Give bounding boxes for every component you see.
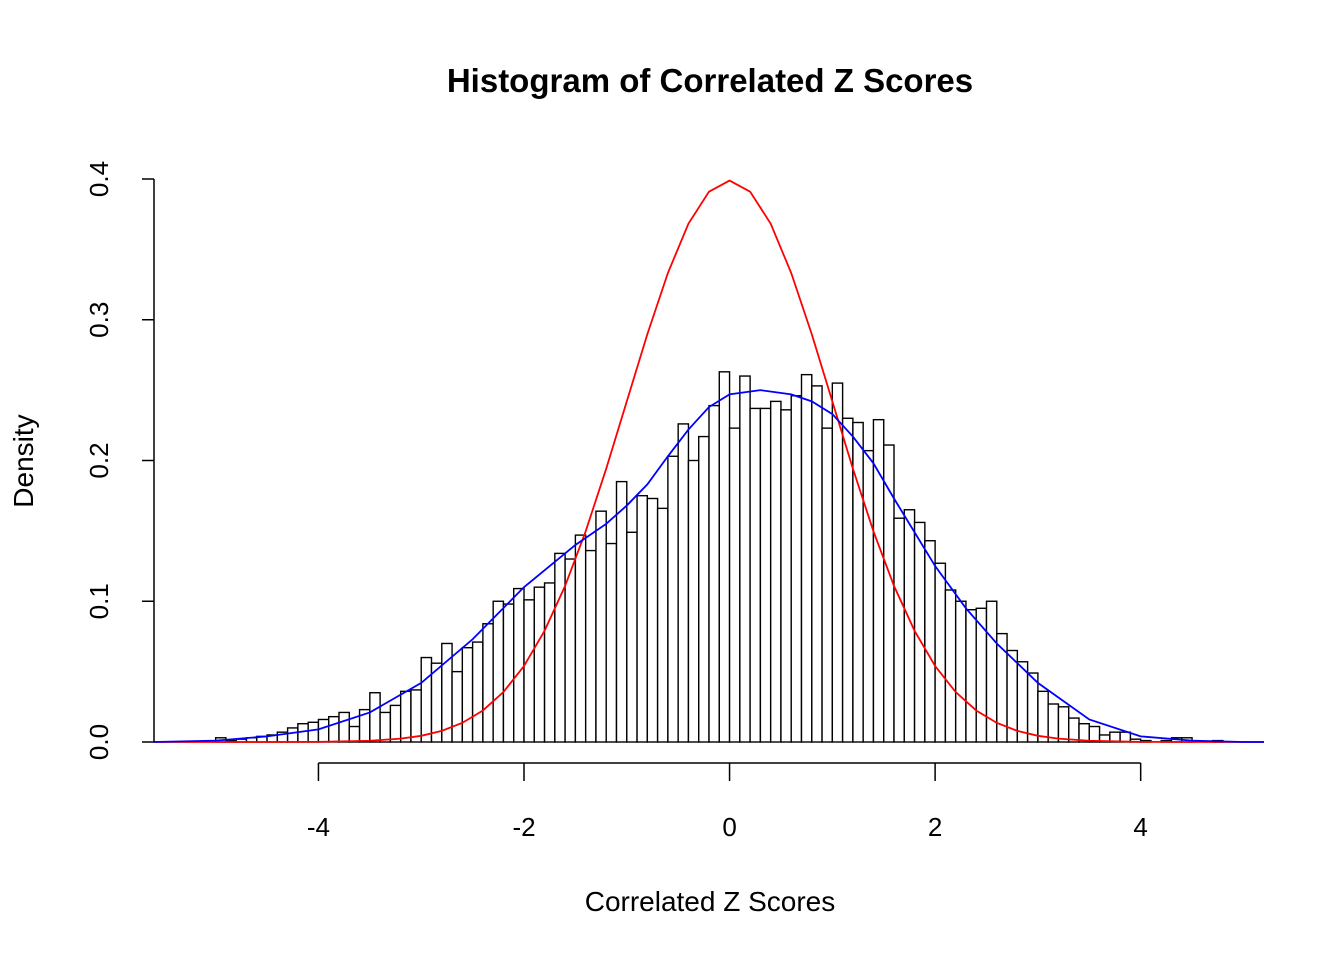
histogram-bar: [1016, 661, 1029, 743]
histogram-bar: [626, 531, 638, 743]
histogram-bar: [965, 609, 977, 743]
histogram-bar: [1119, 731, 1132, 743]
histogram-bar: [708, 404, 720, 743]
histogram-bar: [749, 407, 762, 743]
x-tick-label: 2: [928, 812, 942, 842]
y-axis: 0.0 0.1 0.2 0.3 0.4: [84, 161, 155, 760]
kernel-density-curve: [153, 389, 1264, 743]
histogram-bar: [533, 586, 546, 743]
histogram-bar: [831, 382, 844, 743]
histogram-bar: [1088, 725, 1101, 743]
histogram-bar: [677, 423, 690, 743]
histogram-bar: [307, 721, 320, 743]
histogram-bar: [338, 711, 350, 743]
histogram-bar: [482, 623, 494, 743]
histogram-bar: [399, 690, 412, 743]
histogram-bar: [389, 704, 402, 743]
histogram-bar: [564, 558, 577, 743]
histogram-bar: [852, 421, 864, 743]
histogram-bar: [297, 723, 309, 743]
histogram-bar: [811, 385, 823, 743]
y-tick-label: 0.1: [84, 583, 114, 619]
y-tick-label: 0.0: [84, 724, 114, 760]
histogram-bar: [1068, 717, 1080, 743]
histogram-bar: [461, 647, 474, 743]
histogram-bar: [872, 418, 885, 743]
x-tick-label: 4: [1133, 812, 1147, 842]
histogram-bar: [1047, 703, 1060, 743]
y-tick-label: 0.3: [84, 302, 114, 338]
y-tick-label: 0.2: [84, 442, 114, 478]
histogram-bar: [451, 670, 464, 743]
histogram-bar: [841, 417, 854, 743]
histogram-bar: [615, 480, 628, 743]
histogram-bar: [728, 427, 741, 743]
histogram-bar: [595, 510, 607, 743]
histogram-bar: [769, 400, 782, 743]
histogram-bar: [954, 600, 967, 743]
histogram-bar: [1037, 690, 1049, 743]
histogram-bar: [554, 552, 566, 743]
x-tick-label: -2: [512, 812, 535, 842]
density-curves: [153, 179, 1264, 743]
histogram-bar: [605, 542, 618, 743]
histogram-bar: [667, 455, 679, 743]
x-tick-label: 0: [722, 812, 736, 842]
histogram-bar: [513, 587, 525, 743]
histogram-bar: [893, 517, 905, 743]
histogram-bar: [502, 603, 515, 743]
histogram-bar: [420, 656, 433, 743]
histogram-bar: [934, 562, 947, 743]
histogram-bar: [574, 534, 587, 743]
histogram-bar: [1057, 706, 1070, 743]
histogram-bar: [821, 427, 834, 743]
histogram-bar: [492, 600, 505, 743]
y-tick-label: 0.4: [84, 161, 114, 197]
histogram-bar: [739, 375, 751, 743]
histogram-bar: [790, 395, 803, 743]
histogram-bar: [646, 497, 659, 743]
histogram-bar: [1026, 672, 1039, 743]
chart-title: Histogram of Correlated Z Scores: [447, 62, 973, 99]
x-axis: -4 -2 0 2 4: [307, 762, 1148, 842]
normal-density-curve: [154, 179, 1264, 743]
histogram-bars: [214, 371, 1224, 743]
histogram-bar: [328, 715, 340, 743]
histogram-bar: [410, 689, 422, 743]
histogram-bar: [656, 507, 669, 743]
histogram-bar: [584, 549, 597, 743]
histogram-bar: [636, 494, 649, 743]
histogram-bar: [348, 725, 361, 743]
histogram-bar: [718, 371, 731, 743]
histogram-bar: [317, 718, 330, 743]
histogram-bar: [759, 407, 772, 743]
histogram-bar: [698, 435, 710, 743]
histogram-bar: [471, 641, 484, 743]
histogram-bar: [924, 540, 936, 743]
histogram-bar: [862, 449, 875, 743]
histogram-bar: [687, 459, 700, 743]
histogram-bar: [369, 692, 381, 743]
histogram-bar: [975, 607, 988, 743]
histogram-bar: [430, 662, 443, 743]
histogram-bar: [944, 589, 957, 743]
x-axis-label: Correlated Z Scores: [585, 886, 836, 917]
histogram-bar: [523, 599, 535, 743]
x-tick-label: -4: [307, 812, 330, 842]
histogram-bar: [379, 711, 392, 743]
y-axis-label: Density: [8, 414, 39, 507]
histogram-bar: [780, 409, 792, 743]
histogram-bar: [543, 582, 556, 743]
histogram-bar: [286, 727, 299, 743]
histogram-bar: [800, 373, 813, 743]
